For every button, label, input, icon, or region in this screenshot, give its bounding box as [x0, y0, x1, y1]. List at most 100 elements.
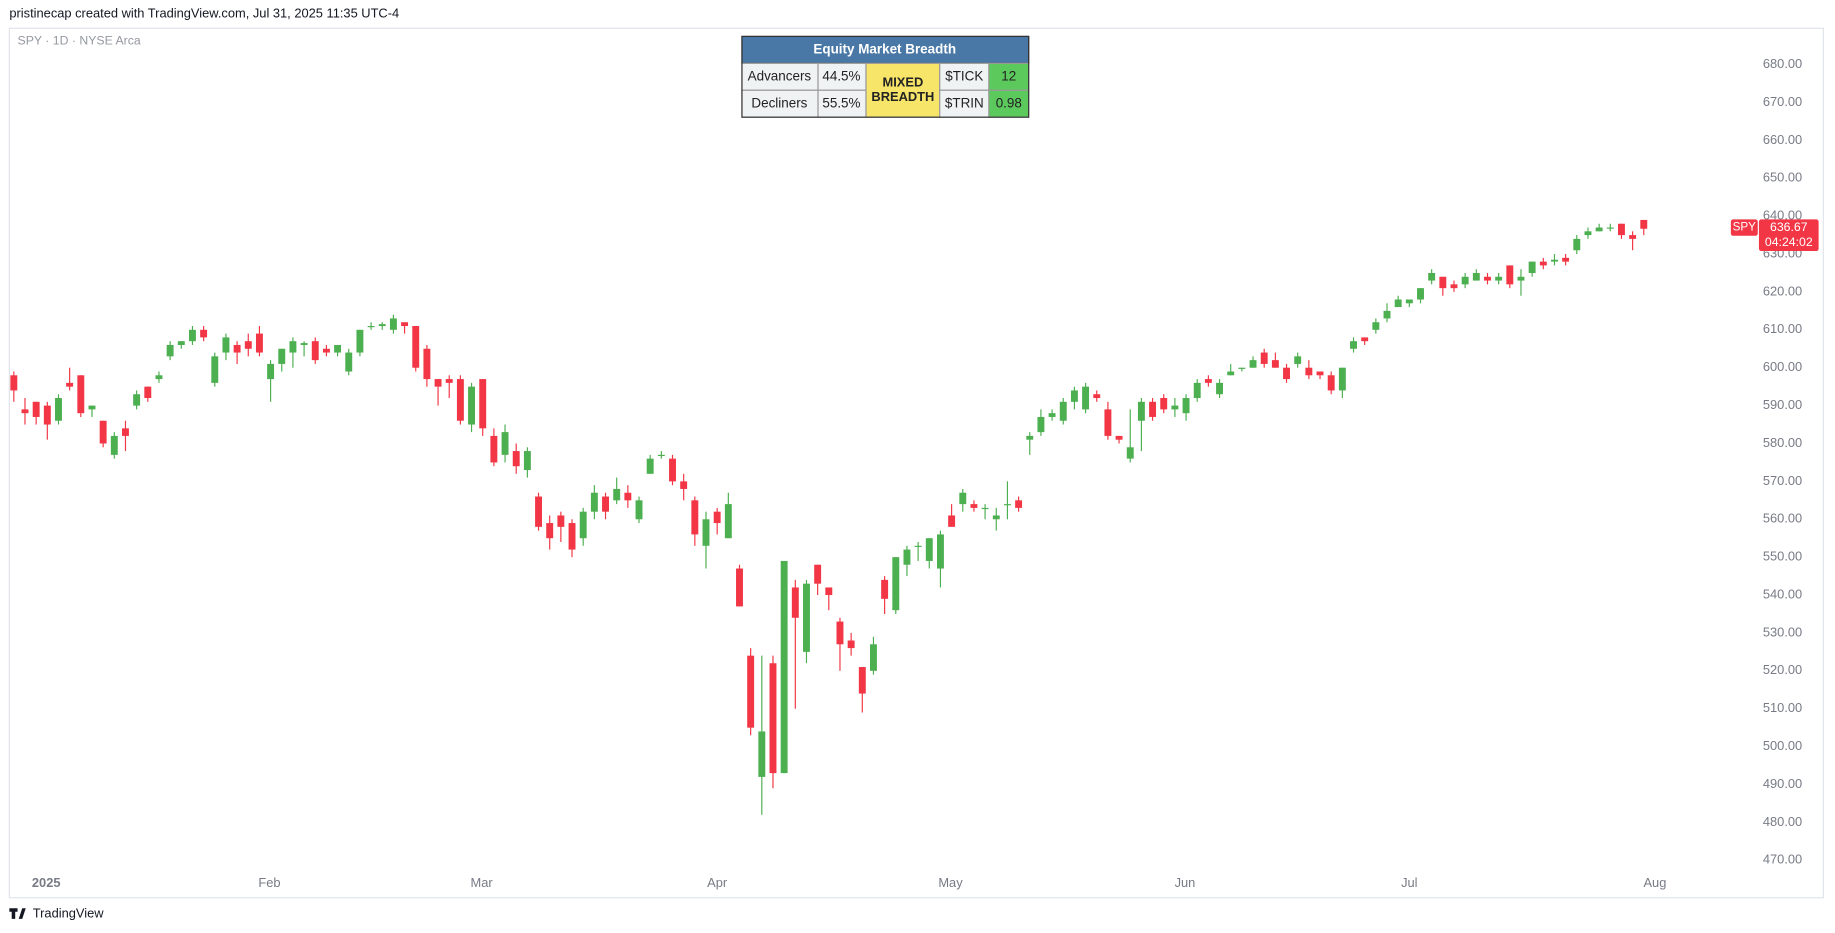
y-tick-label: 470.00 — [1763, 852, 1802, 867]
candle-body — [635, 500, 643, 520]
candle-body — [211, 356, 219, 383]
candle-body — [747, 655, 755, 728]
candle-body — [1160, 398, 1168, 410]
candle-body — [791, 587, 799, 618]
cell-text: Decliners — [751, 95, 807, 110]
candle-body — [1606, 227, 1614, 229]
symbol-label: SPY — [1733, 221, 1757, 234]
candle-body — [32, 401, 40, 417]
candle-body — [959, 492, 967, 505]
candle-body — [77, 375, 85, 414]
y-tick-label: 510.00 — [1763, 700, 1802, 715]
candle-body — [66, 382, 74, 387]
candle-body — [892, 557, 900, 611]
status-cell — [865, 62, 941, 118]
candle-body — [188, 329, 196, 342]
candle-body — [825, 587, 833, 596]
candle-body — [1617, 223, 1625, 236]
candle-body — [490, 435, 498, 463]
candle-body — [1048, 413, 1056, 417]
candle-body — [166, 344, 174, 357]
cell — [988, 89, 1030, 118]
candles — [10, 219, 1648, 815]
candle-body — [624, 492, 632, 501]
table-border — [741, 35, 1030, 118]
candle-body — [1015, 500, 1023, 508]
candle-body — [1562, 257, 1570, 262]
candle-body — [289, 341, 297, 353]
candle-body — [1104, 409, 1112, 436]
candle-body — [780, 560, 788, 774]
candle-body — [1327, 375, 1335, 391]
candle-body — [847, 640, 855, 649]
candle-body — [1528, 261, 1536, 273]
candle-body — [1037, 416, 1045, 433]
candle-body — [557, 515, 565, 527]
candle-body — [836, 621, 844, 645]
candle-body — [1629, 235, 1637, 239]
candle-body — [1227, 371, 1235, 376]
candle-body — [535, 496, 542, 527]
y-tick-label: 680.00 — [1763, 56, 1802, 71]
candle-body — [434, 379, 442, 387]
candle-body — [769, 663, 777, 774]
cell-text: 0.98 — [996, 95, 1022, 110]
candle-body — [322, 348, 330, 353]
candle-body — [177, 341, 185, 345]
candle-body — [590, 492, 598, 512]
candle-body — [803, 583, 810, 652]
status-box: MIXED BREADTH — [871, 76, 934, 104]
y-tick-label: 610.00 — [1763, 321, 1802, 336]
candle-body — [278, 348, 286, 364]
candle-body — [255, 333, 263, 353]
cell — [741, 62, 819, 91]
candle-body — [468, 386, 476, 425]
candle-body — [1070, 390, 1078, 402]
y-tick-label: 520.00 — [1763, 662, 1802, 677]
candle-body — [1305, 367, 1313, 376]
x-tick-label: Mar — [471, 875, 494, 890]
y-tick-label: 600.00 — [1763, 359, 1802, 374]
x-tick-label: Jun — [1175, 875, 1196, 890]
y-tick-label: 500.00 — [1763, 738, 1802, 753]
candle-body — [1484, 276, 1491, 281]
candle-body — [1495, 276, 1503, 281]
candle-body — [88, 405, 96, 410]
candle-body — [602, 496, 609, 512]
candle-body — [445, 379, 453, 383]
candle-body — [1283, 367, 1290, 380]
candle-body — [1059, 401, 1067, 421]
candle-body — [1439, 276, 1447, 289]
candle-body — [1595, 227, 1603, 232]
candle-body — [1193, 382, 1201, 399]
candle-body — [378, 324, 386, 327]
table-header — [741, 35, 1030, 64]
candle-body — [501, 432, 509, 455]
y-tick-label: 670.00 — [1763, 94, 1802, 109]
candle-body — [222, 337, 230, 353]
last-price-label: 636.67 — [1770, 220, 1808, 234]
candle-body — [1405, 299, 1413, 304]
table-title: Equity Market Breadth — [813, 41, 956, 56]
candle-body — [345, 352, 353, 372]
candle-body — [1093, 394, 1101, 399]
x-tick-label: 2025 — [32, 875, 61, 890]
cell-text: $TICK — [945, 68, 983, 83]
y-tick-label: 530.00 — [1763, 624, 1802, 639]
candle-body — [233, 344, 241, 353]
candle-body — [1417, 288, 1424, 300]
candle-body — [334, 344, 342, 353]
candle-body — [10, 375, 18, 391]
candle-body — [21, 409, 29, 414]
x-tick-label: Apr — [707, 875, 728, 890]
candle-body — [992, 515, 1000, 520]
candle-body — [412, 326, 420, 368]
candle-body — [479, 379, 487, 429]
candle-body — [1539, 261, 1547, 266]
candle-body — [758, 731, 766, 777]
candle-body — [1260, 352, 1268, 364]
candle-body — [546, 523, 554, 539]
candle-body — [970, 504, 978, 508]
cell-text: Advancers — [748, 68, 812, 83]
